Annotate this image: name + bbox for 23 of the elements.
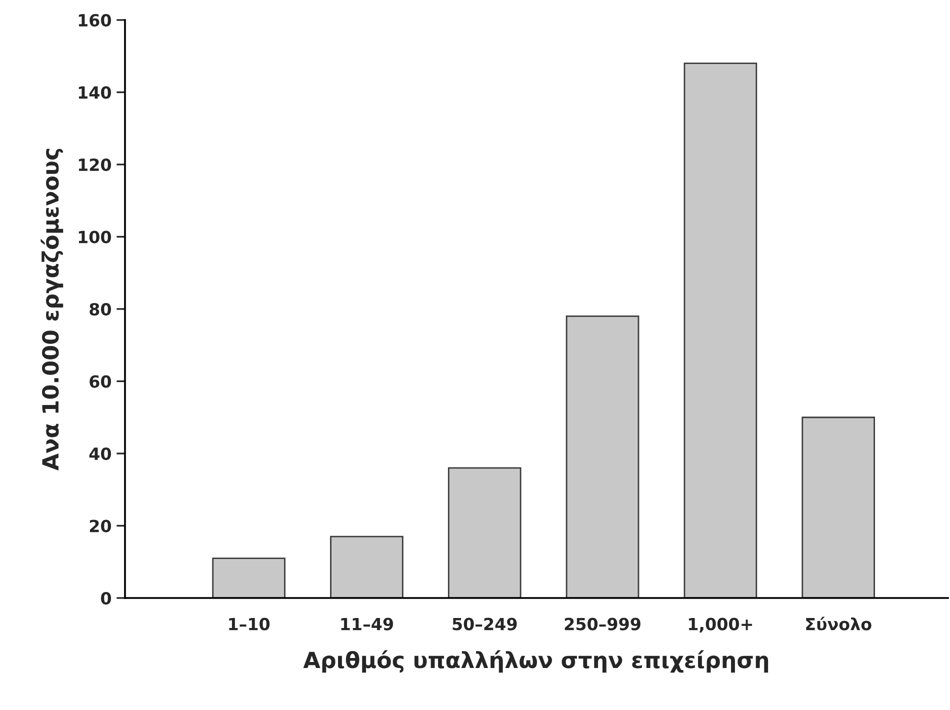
bar <box>330 536 404 598</box>
x-axis-title: Αριθμός υπαλλήλων στην επιχείρηση <box>303 650 768 673</box>
y-axis-title: Ανα 10.000 εργαζόμενους <box>40 148 64 470</box>
x-tick-label: 11–49 <box>341 618 394 630</box>
y-tick-label: 100 <box>78 230 112 244</box>
x-tick-label: Σύνολο <box>806 616 872 630</box>
bar <box>212 558 286 598</box>
y-tick-label: 160 <box>78 14 112 27</box>
y-tick-label: 120 <box>78 158 112 172</box>
y-tick-label: 140 <box>78 86 112 99</box>
bar <box>802 416 875 598</box>
x-tick-label: 50–249 <box>452 618 517 630</box>
bar <box>448 467 522 598</box>
y-tick-label: 20 <box>90 520 112 532</box>
y-tick-label: 80 <box>90 302 112 316</box>
bar <box>566 316 640 598</box>
y-tick-label: 60 <box>90 375 112 388</box>
y-tick-label: 40 <box>89 447 112 460</box>
x-tick-label: 250–999 <box>564 618 640 630</box>
x-tick-label: 1,000+ <box>688 618 752 632</box>
y-tick-label: 0 <box>101 592 112 605</box>
bar <box>684 62 758 598</box>
x-tick-label: 1–10 <box>229 618 270 630</box>
